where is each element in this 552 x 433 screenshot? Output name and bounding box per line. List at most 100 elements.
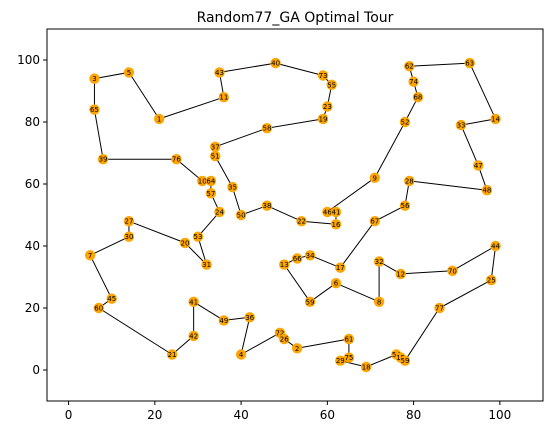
node-label: 41 (332, 208, 341, 216)
node-label: 70 (448, 267, 457, 275)
node-marker (322, 206, 333, 218)
tour-edge (193, 301, 225, 321)
node-label: 77 (435, 305, 444, 313)
node-marker (473, 160, 484, 171)
tour-edge (176, 158, 203, 182)
node-marker (192, 231, 204, 242)
node-marker (317, 70, 329, 81)
x-tick-label: 60 (320, 408, 335, 422)
tour-edge (214, 155, 233, 188)
tour-edge (490, 245, 497, 281)
node-label: 72 (275, 329, 284, 337)
node-label: 14 (491, 115, 500, 123)
tour-edge (374, 121, 406, 179)
node-label: 35 (228, 184, 237, 192)
node-marker (261, 123, 273, 134)
tour-edge (309, 282, 337, 303)
node-label: 39 (99, 156, 108, 164)
node-label: 62 (405, 63, 414, 71)
node-label: 61 (344, 336, 353, 344)
tour-edge (404, 307, 440, 361)
tour-edge (275, 62, 324, 76)
node-marker (291, 343, 303, 354)
node-marker (218, 92, 230, 103)
tour-edge (215, 127, 268, 148)
node-label: 73 (319, 72, 328, 80)
tour-edge (93, 109, 104, 160)
tour-edge (439, 279, 492, 309)
node-marker (123, 67, 135, 78)
node-label: 6 (334, 280, 339, 288)
node-label: 52 (401, 119, 410, 127)
node-marker (455, 119, 467, 131)
node-label: 27 (124, 218, 133, 226)
node-marker (481, 185, 493, 196)
node-marker (89, 73, 100, 84)
node-marker (261, 200, 273, 211)
node-marker (296, 216, 307, 227)
tour-edge (240, 332, 281, 355)
tour-edge (98, 307, 173, 355)
node-marker (153, 113, 165, 125)
node-marker (214, 67, 225, 78)
node-label: 19 (319, 115, 328, 123)
node-label: 36 (245, 314, 254, 322)
node-marker (123, 231, 135, 242)
node-marker (84, 250, 96, 261)
tour-edge (89, 236, 130, 256)
node-label: 43 (215, 69, 224, 77)
node-label: 46 (323, 208, 332, 216)
y-tick-label: 100 (17, 53, 40, 67)
node-marker (335, 355, 346, 366)
node-marker (201, 259, 212, 270)
node-marker (360, 361, 372, 373)
y-tick-label: 40 (25, 239, 40, 253)
x-tick-label: 0 (65, 408, 73, 422)
node-label: 65 (90, 106, 99, 114)
node-marker (369, 216, 380, 227)
node-label: 28 (405, 177, 414, 185)
node-marker (399, 355, 411, 366)
node-marker (404, 175, 415, 187)
node-marker (179, 237, 191, 249)
node-marker (166, 349, 178, 360)
node-marker (486, 274, 497, 286)
plot-frame (46, 28, 544, 402)
node-marker (490, 113, 501, 125)
node-label: 49 (219, 317, 228, 325)
node-marker (395, 268, 406, 280)
tour-edge (327, 177, 376, 213)
node-marker (330, 219, 342, 230)
node-label: 24 (215, 208, 224, 216)
tour-edge (452, 245, 496, 272)
node-marker (326, 79, 337, 91)
node-label: 38 (263, 202, 272, 210)
node-marker (171, 154, 182, 165)
tour-edge (409, 62, 470, 67)
node-marker (412, 92, 424, 103)
node-label: 40 (271, 60, 280, 68)
node-label: 2 (295, 345, 299, 353)
y-tick-label: 0 (32, 363, 40, 377)
node-label: 74 (409, 78, 418, 86)
node-marker (244, 312, 255, 323)
node-marker (464, 57, 475, 69)
node-marker (279, 333, 290, 345)
chart-title: Random77_GA Optimal Tour (197, 10, 394, 26)
node-label: 26 (280, 336, 289, 344)
tour-edge (460, 118, 496, 126)
node-label: 44 (491, 243, 500, 251)
node-marker (106, 293, 117, 304)
node-marker (218, 315, 230, 326)
node-marker (279, 259, 290, 270)
node-label: 48 (482, 187, 491, 195)
node-label: 30 (124, 233, 133, 241)
tour-edge (94, 71, 130, 80)
node-label: 31 (202, 261, 211, 269)
node-label: 37 (211, 143, 220, 151)
node-label: 55 (327, 81, 336, 89)
tour-edge (197, 211, 220, 238)
node-marker (369, 172, 380, 183)
node-marker (270, 57, 281, 69)
